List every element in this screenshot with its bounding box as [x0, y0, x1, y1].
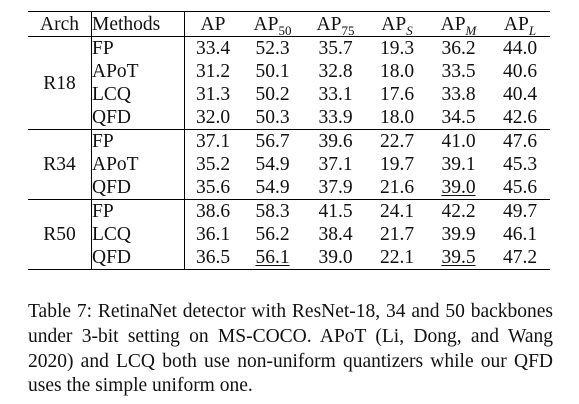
value-cell: 35.7: [318, 38, 353, 59]
value-cell: 37.1: [195, 131, 231, 152]
table-row: R50 FP 38.6 58.3 41.5 24.1 42.2 49.7: [28, 199, 550, 270]
table-row: QFD 35.6 54.9 37.9 21.6 39.0 45.6: [28, 176, 550, 200]
value-cell: 38.4: [318, 224, 353, 245]
value-cell: 47.6: [502, 131, 538, 152]
value-cell: 34.5: [441, 107, 476, 128]
value-cell: 38.6: [195, 201, 231, 222]
value-cell: 39.1: [441, 154, 476, 175]
value-cell: 54.9: [255, 154, 290, 175]
value-cell: 50.3: [255, 107, 290, 128]
value-cell: 21.7: [379, 224, 415, 245]
value-cell: 45.6: [502, 177, 538, 198]
value-cell: 41.0: [441, 131, 476, 152]
method-cell: QFD: [91, 246, 185, 270]
header-col: AP50: [253, 13, 292, 38]
value-cell: 56.7: [255, 131, 290, 152]
table-header: Arch Methods AP AP50 AP75 APS APM APL: [28, 11, 550, 38]
value-cell: 35.6: [195, 177, 231, 198]
table-row: R34 FP 37.1 56.7 39.6 22.7 41.0 47.6: [28, 129, 550, 200]
header-col: APS: [381, 13, 413, 38]
value-cell: 33.5: [441, 61, 476, 82]
value-cell: 45.3: [502, 154, 538, 175]
method-cell: APoT: [91, 60, 185, 83]
value-cell: 50.1: [255, 61, 290, 82]
value-cell: 33.4: [195, 38, 231, 59]
value-cell: 44.0: [502, 38, 538, 59]
value-cell: 42.2: [441, 201, 476, 222]
value-cell: 33.8: [441, 84, 476, 105]
method-cell: LCQ: [91, 223, 185, 246]
value-cell: 33.9: [318, 107, 353, 128]
value-cell: 31.2: [195, 61, 231, 82]
method-cell: FP: [91, 36, 185, 60]
header-col: AP75: [316, 13, 355, 38]
value-cell: 39.0: [318, 247, 353, 268]
value-cell: 32.8: [318, 61, 353, 82]
value-cell: 36.5: [195, 247, 231, 268]
value-cell: 21.6: [379, 177, 415, 198]
table-row: APoT 31.2 50.1 32.8 18.0 33.5 40.6: [28, 60, 550, 83]
value-cell: 40.6: [502, 61, 538, 82]
group-1: R34 FP 37.1 56.7 39.6 22.7 41.0 47.6 APoT 35.2 54.…: [28, 129, 550, 200]
value-cell: 41.5: [318, 201, 353, 222]
header-row: Arch Methods AP AP50 AP75 APS APM APL: [28, 11, 550, 38]
table-row: LCQ 31.3 50.2 33.1 17.6 33.8 40.4: [28, 83, 550, 106]
value-cell: 54.9: [255, 177, 290, 198]
value-cell: 24.1: [379, 201, 415, 222]
value-cell: 39.6: [318, 131, 353, 152]
group-0: R18 FP 33.4 52.3 35.7 19.3 36.2 44.0 APoT 31.2 50.…: [28, 36, 550, 130]
method-cell: FP: [91, 199, 185, 223]
value-cell: 56.2: [255, 224, 290, 245]
method-cell: APoT: [91, 153, 185, 176]
value-cell: 19.3: [379, 38, 415, 59]
value-cell: 37.9: [318, 177, 353, 198]
value-cell: 50.2: [255, 84, 290, 105]
value-cell: 33.1: [318, 84, 353, 105]
value-cell: 22.1: [379, 247, 415, 268]
value-cell: 37.1: [318, 154, 353, 175]
value-cell: 18.0: [379, 107, 415, 128]
value-cell: 32.0: [195, 107, 231, 128]
table-row: QFD 36.5 56.1 39.0 22.1 39.5 47.2: [28, 246, 550, 270]
table-caption: Table 7: RetinaNet detector with ResNet-…: [28, 301, 553, 397]
header-methods: Methods: [91, 11, 185, 37]
arch-cell: R34: [28, 129, 92, 200]
value-cell: 46.1: [502, 224, 538, 245]
value-cell: 36.2: [441, 38, 476, 59]
value-cell: 18.0: [379, 61, 415, 82]
header-col: APL: [503, 13, 537, 38]
header-col: AP: [200, 13, 226, 35]
value-cell: 56.1: [255, 247, 290, 268]
value-cell: 35.2: [195, 154, 231, 175]
value-cell: 39.5: [441, 247, 476, 268]
table-row: LCQ 36.1 56.2 38.4 21.7 39.9 46.1: [28, 223, 550, 246]
table-row: QFD 32.0 50.3 33.9 18.0 34.5 42.6: [28, 106, 550, 130]
value-cell: 31.3: [195, 84, 231, 105]
value-cell: 39.0: [441, 177, 476, 198]
value-cell: 40.4: [502, 84, 538, 105]
results-table: Arch Methods AP AP50 AP75 APS APM APL R1…: [28, 11, 550, 270]
value-cell: 42.6: [502, 107, 538, 128]
group-2: R50 FP 38.6 58.3 41.5 24.1 42.2 49.7 LCQ 36.1 56.2…: [28, 199, 550, 270]
value-cell: 58.3: [255, 201, 290, 222]
method-cell: FP: [91, 129, 185, 153]
table-row: APoT 35.2 54.9 37.1 19.7 39.1 45.3: [28, 153, 550, 176]
header-arch: Arch: [28, 11, 92, 37]
method-cell: QFD: [91, 176, 185, 200]
value-cell: 22.7: [379, 131, 415, 152]
arch-cell: R18: [28, 36, 92, 130]
table-row: R18 FP 33.4 52.3 35.7 19.3 36.2 44.0: [28, 36, 550, 130]
method-cell: QFD: [91, 106, 185, 130]
value-cell: 17.6: [379, 84, 415, 105]
value-cell: 39.9: [441, 224, 476, 245]
value-cell: 49.7: [502, 201, 538, 222]
method-cell: LCQ: [91, 83, 185, 106]
value-cell: 36.1: [195, 224, 231, 245]
value-cell: 19.7: [379, 154, 415, 175]
value-cell: 47.2: [502, 247, 538, 268]
header-col: APM: [440, 13, 477, 38]
value-cell: 52.3: [255, 38, 290, 59]
arch-cell: R50: [28, 199, 92, 270]
